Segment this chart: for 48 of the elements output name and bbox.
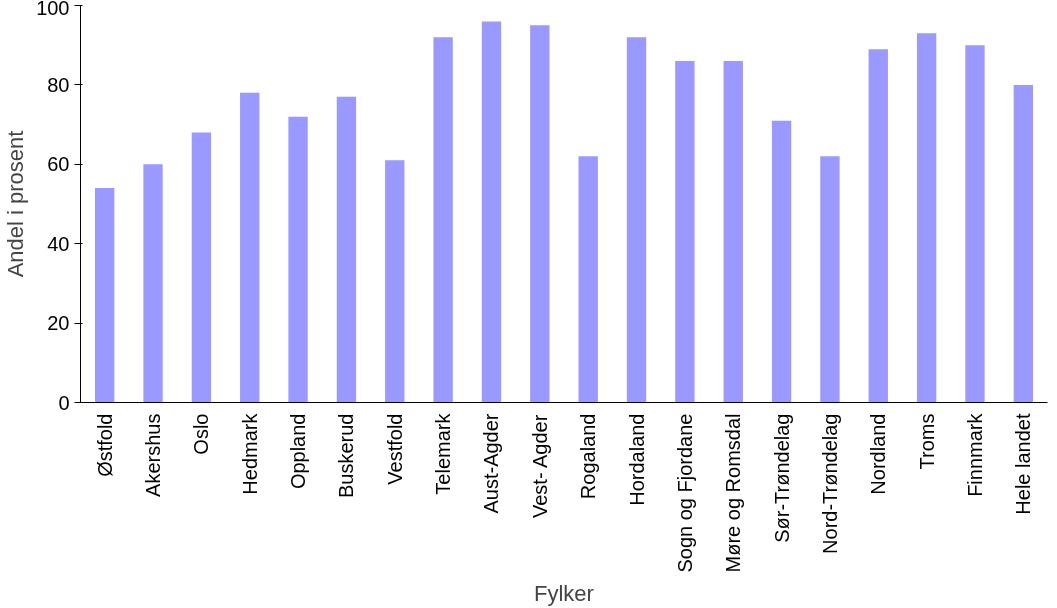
- bar: [820, 156, 840, 403]
- bar: [771, 120, 792, 403]
- y-tick-label: 80: [47, 73, 70, 96]
- bar: [916, 33, 937, 403]
- y-tick-label: 0: [58, 391, 70, 414]
- x-tick-label: Hele landet: [1012, 413, 1035, 515]
- bar: [723, 61, 743, 403]
- x-tick-label: Sør-Trøndelag: [770, 413, 793, 543]
- x-axis-title: Fylker: [534, 580, 594, 606]
- x-tick-label: Rogaland: [577, 413, 600, 500]
- bar: [143, 164, 163, 403]
- y-tick-label: 20: [47, 312, 70, 335]
- bar: [481, 21, 502, 403]
- x-tick-label: Telemark: [432, 412, 455, 495]
- bar: [385, 160, 405, 403]
- bar: [1013, 84, 1033, 403]
- x-tick-label: Østfold: [93, 413, 116, 477]
- x-tick-label: Finnmark: [963, 412, 986, 497]
- bar: [868, 49, 888, 403]
- x-tick-label: Møre og Romsdal: [722, 413, 745, 573]
- bar: [433, 37, 453, 403]
- x-tick-label: Buskerud: [335, 413, 358, 498]
- y-tick-label: 40: [47, 232, 70, 255]
- x-tick-label: Vest- Agder: [528, 414, 551, 518]
- x-tick-label: Troms: [915, 413, 938, 470]
- x-tick-label: Sogn og Fjordane: [673, 413, 696, 573]
- bar: [240, 92, 260, 403]
- bar: [965, 45, 985, 403]
- y-tick-label: 60: [47, 153, 70, 176]
- x-tick-label: Akershus: [142, 413, 165, 497]
- x-tick-label: Vestfold: [383, 413, 406, 485]
- x-tick-label: Nordland: [867, 413, 890, 495]
- x-tick-label: Hordaland: [625, 413, 648, 506]
- bar: [626, 37, 647, 403]
- bar: [336, 96, 357, 403]
- x-tick-label: Hedmark: [238, 412, 261, 495]
- x-tick-label: Nord-Trøndelag: [818, 413, 841, 554]
- bar: [95, 188, 115, 403]
- bar: [288, 116, 308, 403]
- bar: [530, 25, 550, 403]
- y-axis-title: Andel i prosent: [3, 130, 29, 278]
- bar: [578, 156, 598, 403]
- bar: [675, 61, 695, 403]
- x-tick-label: Aust-Agder: [480, 413, 503, 514]
- bar: [191, 132, 212, 403]
- x-tick-label: Oppland: [287, 413, 310, 490]
- x-tick-label: Oslo: [190, 413, 213, 455]
- y-tick-label: 100: [36, 0, 70, 19]
